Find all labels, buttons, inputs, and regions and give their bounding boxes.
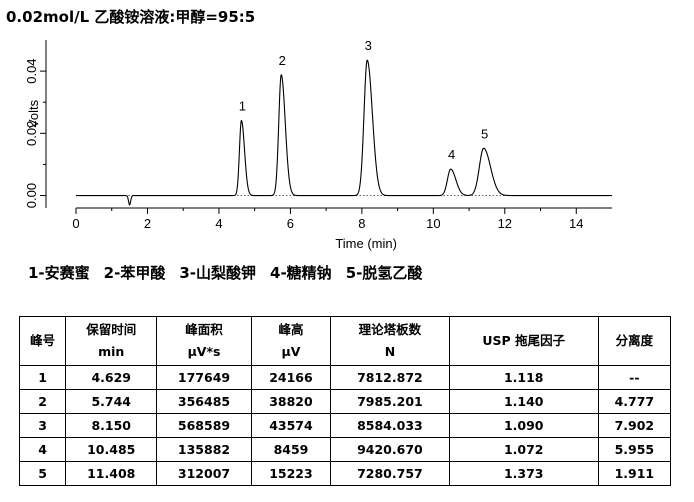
table-cell: 7280.757 <box>330 461 450 486</box>
x-tick-label: 8 <box>358 216 365 231</box>
peak-label: 3 <box>365 38 372 53</box>
table-cell: 177649 <box>156 365 252 390</box>
table-header-row: 峰号 保留时间 min 峰面积 μV*s 峰高 μV 理论塔板数 N USP 拖尾因子 分离度 <box>18 316 672 366</box>
x-tick-label: 14 <box>569 216 583 231</box>
table-cell: 8.150 <box>65 413 158 438</box>
x-tick-label: 6 <box>287 216 294 231</box>
table-row: 5 11.408 312007 15223 7280.757 1.373 1.911 <box>18 461 672 486</box>
table-cell: 8459 <box>250 437 332 462</box>
table-cell: 8584.033 <box>330 413 450 438</box>
table-cell: 356485 <box>156 389 252 414</box>
x-tick-label: 4 <box>215 216 222 231</box>
x-tick-label: 2 <box>144 216 151 231</box>
table-cell: 38820 <box>250 389 332 414</box>
table-cell: 1 <box>18 365 67 390</box>
table-cell: 5.955 <box>597 437 672 462</box>
column-header-2: 保留时间 min <box>65 316 158 366</box>
y-axis-label: Volts <box>26 99 41 128</box>
column-header-6: USP 拖尾因子 <box>448 316 599 366</box>
table-cell: 312007 <box>156 461 252 486</box>
table-cell: 7.902 <box>597 413 672 438</box>
y-tick-label: 0.00 <box>24 183 39 208</box>
peak-label: 2 <box>279 53 286 68</box>
y-tick-label: 0.04 <box>24 58 39 83</box>
peak-legend: 1-安赛蜜 2-苯甲酸 3-山梨酸钾 4-糖精钠 5-脱氢乙酸 <box>28 262 436 283</box>
peak-labels: 1 2 3 4 5 <box>239 38 488 162</box>
x-tick-label: 12 <box>498 216 512 231</box>
x-axis-label: Time (min) <box>335 236 397 251</box>
table-cell: 4.629 <box>65 365 158 390</box>
peak-label: 1 <box>239 99 246 114</box>
chromatogram-trace <box>76 59 612 206</box>
table-row: 2 5.744 356485 38820 7985.201 1.140 4.777 <box>18 389 672 414</box>
table-cell: 4.777 <box>597 389 672 414</box>
table-cell: 7812.872 <box>330 365 450 390</box>
table-cell: 11.408 <box>65 461 158 486</box>
table-cell: 1.140 <box>448 389 599 414</box>
column-header-1: 峰号 <box>18 316 67 366</box>
legend-item-2: 2-苯甲酸 <box>103 264 166 282</box>
table-cell: 135882 <box>156 437 252 462</box>
column-header-7: 分离度 <box>597 316 672 366</box>
x-tick-label: 10 <box>426 216 440 231</box>
y-tick-label: 0.02 <box>24 121 39 146</box>
peak-label: 4 <box>448 147 455 162</box>
legend-item-3: 3-山梨酸钾 <box>179 264 257 282</box>
table-row: 3 8.150 568589 43574 8584.033 1.090 7.902 <box>18 413 672 438</box>
table-body: 1 4.629 177649 24166 7812.872 1.118 -- 2 5.744 35… <box>18 365 672 486</box>
peak-label: 5 <box>481 126 488 141</box>
table-cell: 4 <box>18 437 67 462</box>
table-cell: 2 <box>18 389 67 414</box>
table-cell: 7985.201 <box>330 389 450 414</box>
table-cell: 5 <box>18 461 67 486</box>
legend-item-1: 1-安赛蜜 <box>28 264 90 282</box>
table-cell: 10.485 <box>65 437 158 462</box>
table-cell: 1.373 <box>448 461 599 486</box>
chart-title: 0.02mol/L 乙酸铵溶液:甲醇=95:5 <box>6 8 256 26</box>
table-cell: 1.911 <box>597 461 672 486</box>
table-cell: 5.744 <box>65 389 158 414</box>
table-row: 4 10.485 135882 8459 9420.670 1.072 5.955 <box>18 437 672 462</box>
table-cell: 1.118 <box>448 365 599 390</box>
x-tick-label: 0 <box>72 216 79 231</box>
column-header-4: 峰高 μV <box>250 316 332 366</box>
table-row: 1 4.629 177649 24166 7812.872 1.118 -- <box>18 365 672 390</box>
table-cell: 24166 <box>250 365 332 390</box>
table-cell: -- <box>597 365 672 390</box>
column-header-5: 理论塔板数 N <box>330 316 450 366</box>
table-cell: 568589 <box>156 413 252 438</box>
legend-item-4: 4-糖精钠 <box>270 264 332 282</box>
table-cell: 1.072 <box>448 437 599 462</box>
legend-item-5: 5-脱氢乙酸 <box>345 264 423 282</box>
column-header-3: 峰面积 μV*s <box>156 316 252 366</box>
table-cell: 3 <box>18 413 67 438</box>
table-cell: 43574 <box>250 413 332 438</box>
table-cell: 15223 <box>250 461 332 486</box>
table-cell: 9420.670 <box>330 437 450 462</box>
table-cell: 1.090 <box>448 413 599 438</box>
